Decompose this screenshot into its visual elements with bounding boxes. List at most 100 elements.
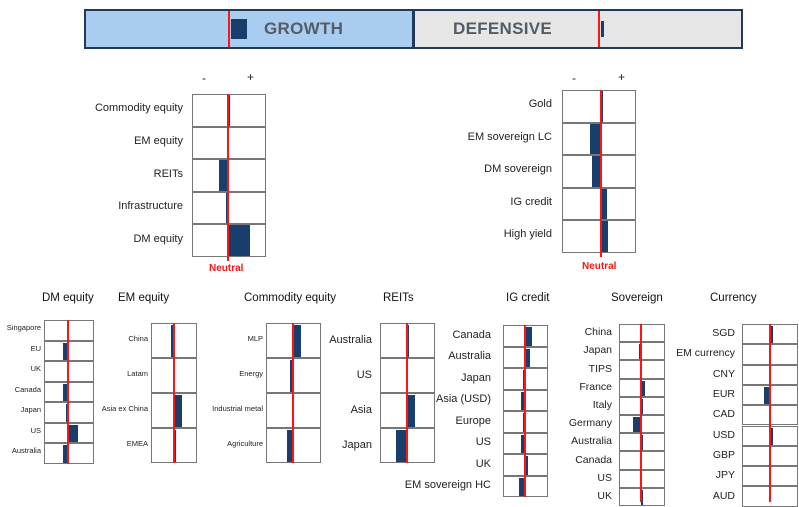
section-row-label: Australia: [571, 435, 612, 448]
section-bar: [286, 430, 293, 462]
panel-row-label: DM sovereign: [484, 163, 552, 176]
section-title: Sovereign: [611, 292, 663, 304]
panel-cell: [192, 159, 266, 192]
section-row-label: Japan: [461, 371, 491, 384]
section-row-label: US: [475, 436, 491, 449]
panel-bar: [601, 91, 603, 122]
panel-bar: [219, 160, 228, 191]
panel-neutral-line: [227, 94, 229, 261]
section-bar: [641, 380, 646, 396]
section-row-label: Italy: [592, 398, 612, 411]
section-row-label: Canada: [14, 384, 41, 394]
section-row-label: Australia: [448, 350, 491, 363]
section-row-label: TIPS: [588, 362, 612, 375]
section-row-label: Japan: [342, 438, 372, 451]
section-cell: [44, 443, 94, 464]
section-row-label: UK: [597, 489, 612, 502]
section-cell: [619, 342, 665, 361]
section-row-label: Singapore: [6, 323, 41, 333]
section-neutral-line: [173, 323, 175, 463]
section-cell: [619, 324, 665, 343]
section-bar: [407, 325, 409, 357]
section-bar: [174, 430, 176, 462]
section-row-label: CNY: [712, 367, 735, 380]
defensive-neutral-label: Neutral: [582, 261, 617, 272]
section-row-label: USD: [712, 428, 735, 441]
section-neutral-line: [406, 323, 408, 463]
panel-row-label: EM equity: [134, 134, 183, 147]
section-bar: [520, 434, 525, 453]
section-bar: [63, 383, 68, 401]
section-row-label: Latam: [127, 368, 148, 378]
panel-neutral-line: [600, 90, 602, 257]
section-row-label: Canada: [575, 453, 612, 466]
section-row-label: Japan: [583, 344, 612, 357]
section-cell: [44, 320, 94, 341]
section-row-label: EM sovereign HC: [404, 479, 491, 492]
section-row-label: US: [30, 425, 41, 435]
section-row-label: France: [579, 380, 612, 393]
panel-cell: [562, 187, 636, 220]
panel-row-label: Infrastructure: [118, 200, 183, 213]
growth-minus-sign: -: [202, 71, 206, 85]
section-bar: [641, 489, 644, 505]
section-cell: [619, 451, 665, 470]
section-row-label: US: [597, 471, 612, 484]
defensive-banner: DEFENSIVE: [413, 9, 743, 49]
section-bar: [407, 395, 415, 427]
section-bar: [525, 327, 533, 346]
section-bar: [290, 360, 293, 392]
section-title: Currency: [710, 292, 757, 304]
section-neutral-line: [769, 324, 771, 502]
section-bar: [641, 398, 644, 414]
section-row-label: China: [584, 326, 612, 339]
panel-row-label: Commodity equity: [94, 102, 183, 115]
section-row-label: Australia: [11, 446, 41, 456]
growth-neutral-label: Neutral: [209, 263, 244, 274]
section-cell: [619, 469, 665, 488]
section-row-label: China: [128, 333, 148, 343]
section-title: DM equity: [42, 292, 94, 304]
section-bar: [770, 427, 773, 445]
section-row-label: Germany: [568, 417, 612, 430]
defensive-title: DEFENSIVE: [453, 19, 553, 38]
section-title: IG credit: [506, 292, 550, 304]
section-bar: [518, 477, 525, 496]
section-row-label: MLP: [247, 333, 263, 343]
panel-row-label: DM equity: [133, 232, 183, 245]
section-neutral-line: [67, 320, 69, 464]
section-row-label: UK: [30, 364, 41, 374]
panel-cell: [562, 220, 636, 253]
growth-neutral-line: [228, 11, 230, 47]
section-row-label: EMEA: [126, 438, 148, 448]
growth-banner-bar: [231, 19, 247, 39]
panel-cell: [562, 90, 636, 123]
section-row-label: Agriculture: [227, 438, 263, 448]
section-row-label: EUR: [712, 388, 735, 401]
section-neutral-line: [524, 325, 526, 497]
section-row-label: Australia: [329, 333, 372, 346]
section-bar: [293, 325, 301, 357]
section-row-label: EU: [30, 343, 41, 353]
section-bar: [763, 386, 770, 405]
section-bar: [638, 344, 641, 360]
panel-row-label: EM sovereign LC: [467, 130, 552, 143]
panel-cell: [192, 191, 266, 225]
panel-bar: [601, 188, 608, 219]
section-bar: [770, 326, 773, 344]
panel-bar: [590, 123, 601, 154]
section-bar: [65, 404, 68, 422]
section-cell: [44, 361, 94, 382]
growth-title: GROWTH: [264, 19, 344, 38]
section-bar: [525, 348, 531, 367]
panel-bar: [601, 221, 609, 252]
growth-plus-sign: +: [247, 70, 255, 84]
section-bar: [525, 456, 529, 475]
section-row-label: AUD: [712, 489, 735, 502]
section-row-label: GBP: [712, 448, 735, 461]
section-row-label: Energy: [239, 368, 263, 378]
section-neutral-line: [292, 323, 294, 463]
defensive-banner-bar: [601, 21, 604, 37]
panel-bar: [228, 225, 250, 256]
section-row-label: US: [356, 368, 372, 381]
